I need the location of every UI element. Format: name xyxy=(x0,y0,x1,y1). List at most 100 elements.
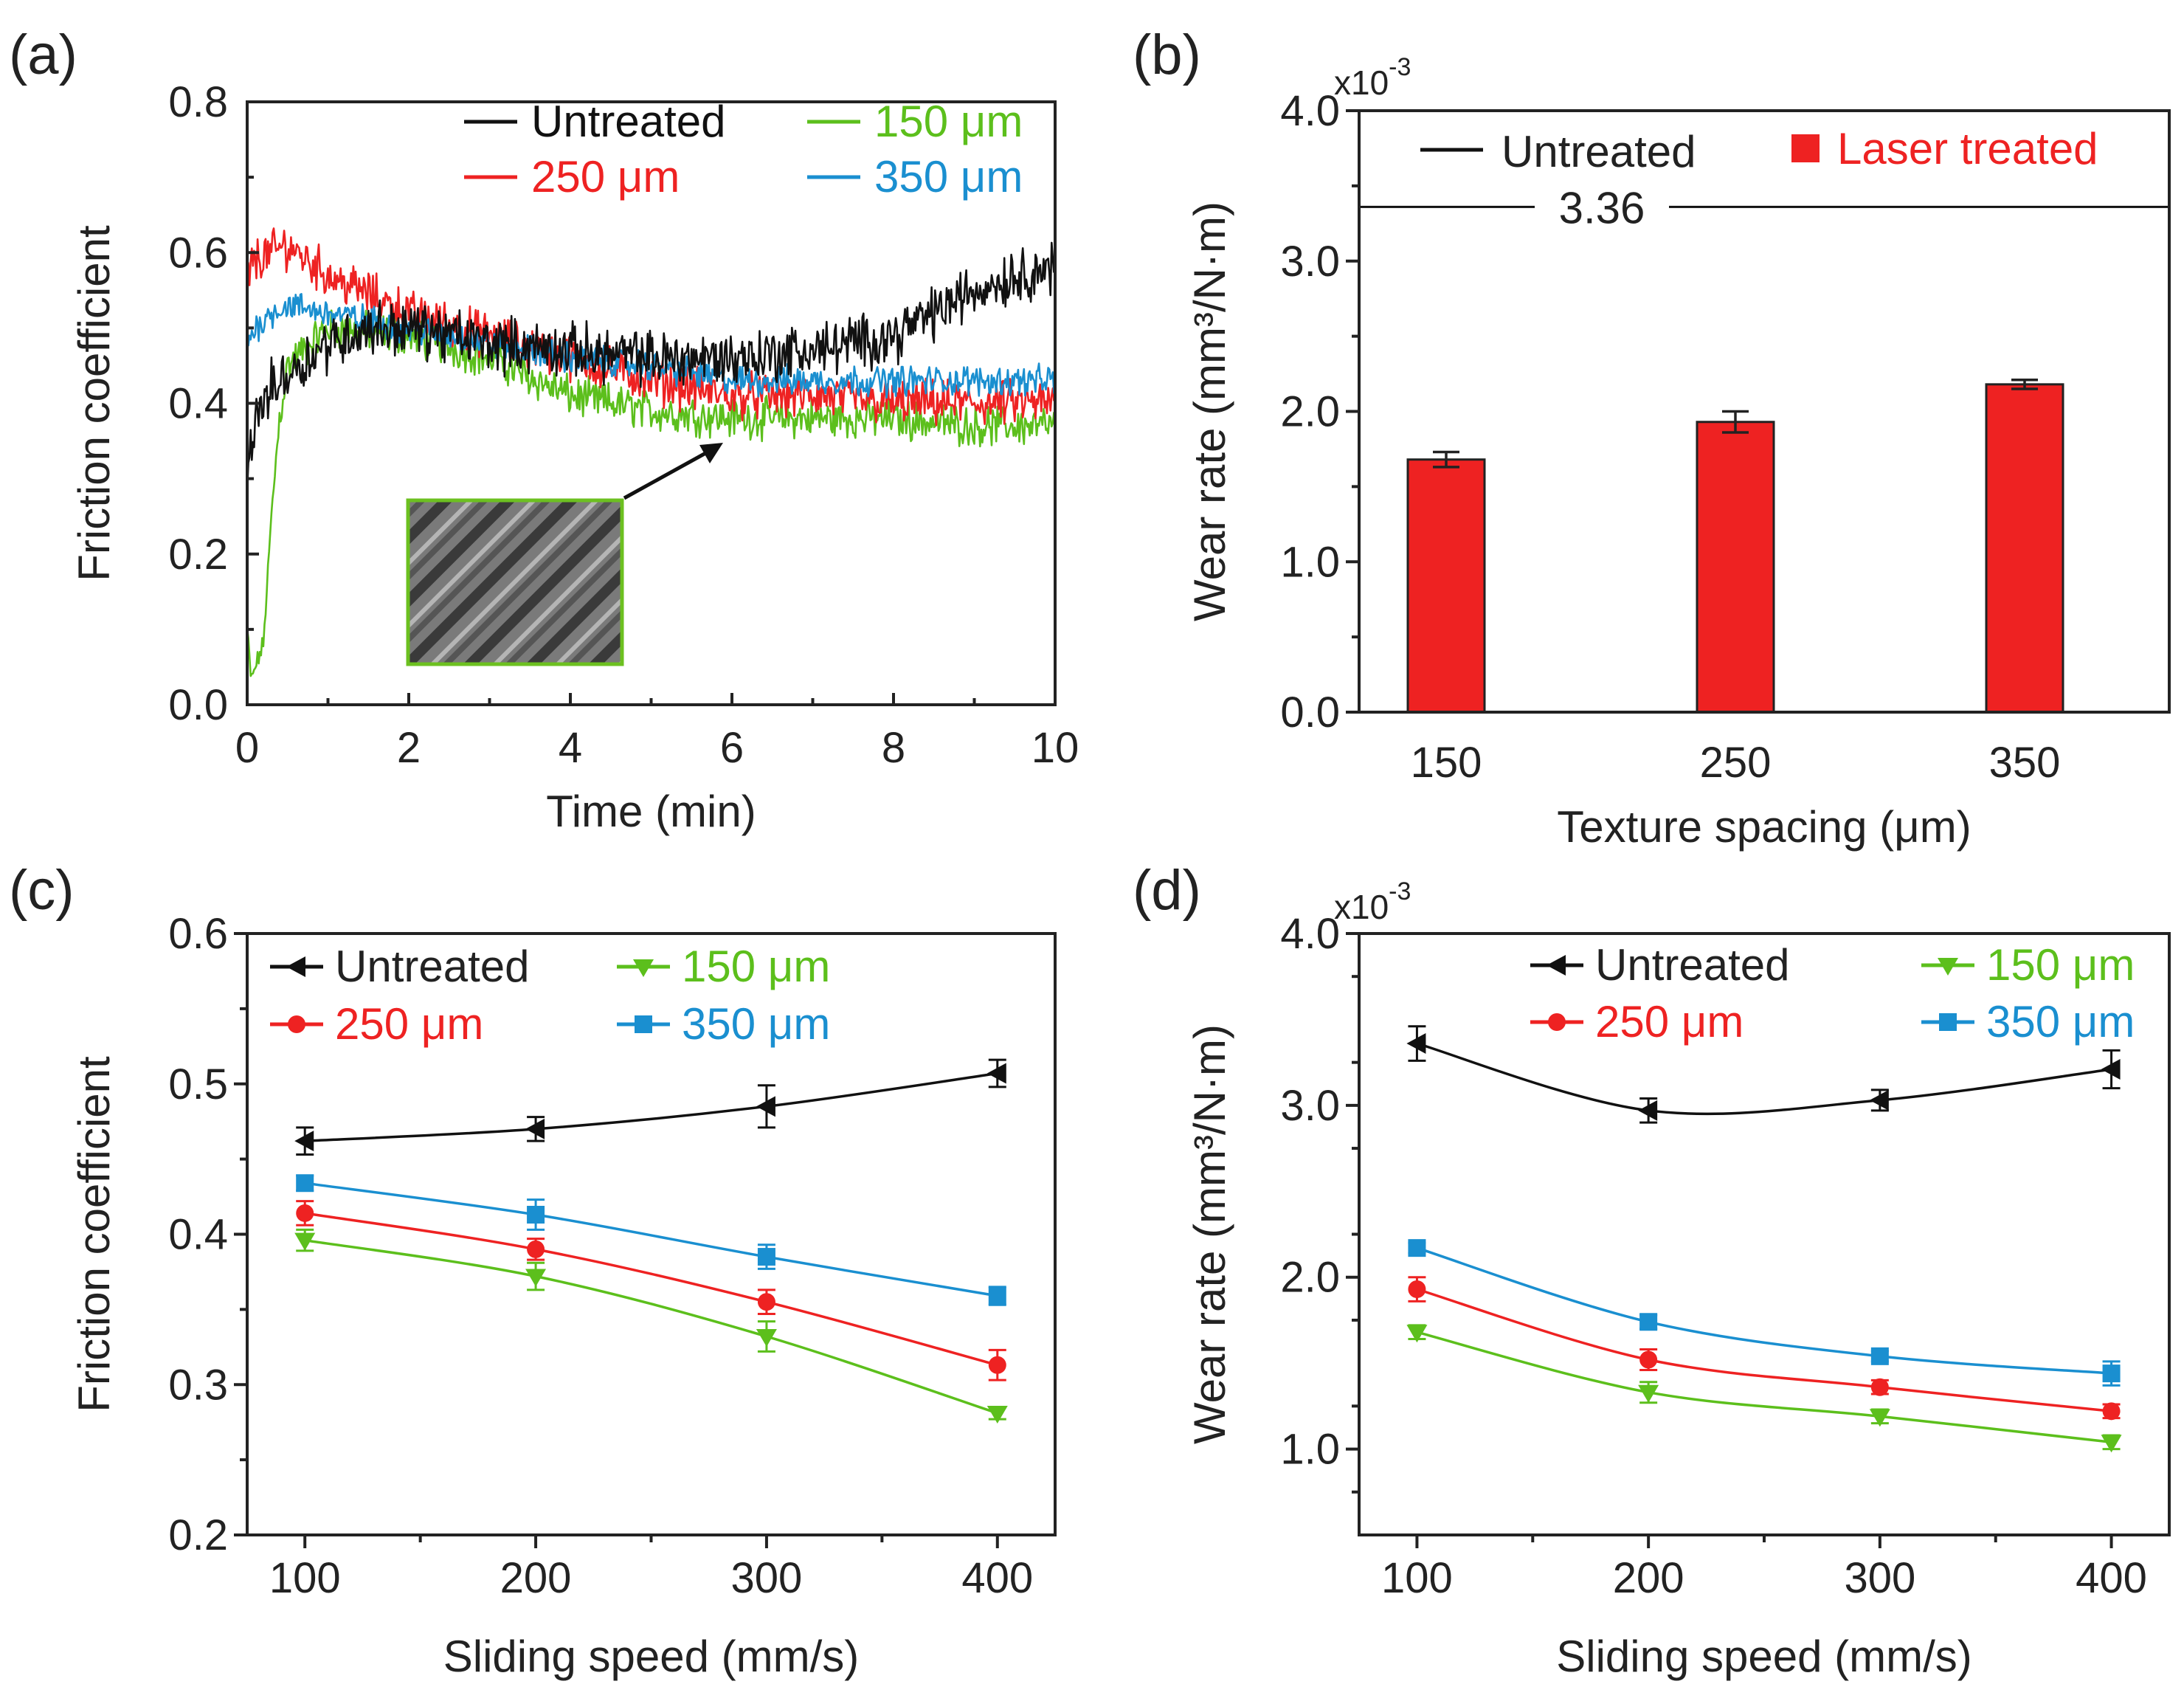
panel-b-ytick-label: 0.0 xyxy=(1280,689,1340,736)
legend-label: Untreated xyxy=(1502,127,1696,176)
data-point-350m-400 xyxy=(2102,1364,2121,1383)
legend-s350-marker xyxy=(1939,1013,1957,1031)
data-point-250m-100 xyxy=(296,1204,314,1222)
data-point-150m-400 xyxy=(2101,1435,2122,1453)
panel-b-ytick-label: 4.0 xyxy=(1280,87,1340,135)
data-point-Untreated-200 xyxy=(525,1118,545,1139)
legend-label: Untreated xyxy=(1595,940,1790,990)
panel-c-ytick-label: 0.2 xyxy=(168,1511,228,1559)
panel-b-ytick-label: 1.0 xyxy=(1280,538,1340,586)
legend-untreated-marker xyxy=(1547,955,1566,976)
data-point-350m-300 xyxy=(1870,1347,1889,1365)
data-point-350m-200 xyxy=(527,1206,545,1224)
legend-label: 350 μm xyxy=(682,999,830,1049)
panel-d-ytick-label: 4.0 xyxy=(1280,910,1340,958)
legend-label: 350 μm xyxy=(1986,997,2135,1046)
panel-a-xtick-label: 10 xyxy=(1031,724,1079,772)
data-point-150m-100 xyxy=(294,1232,316,1251)
panel-a-xtick-label: 2 xyxy=(397,724,421,772)
data-point-250m-300 xyxy=(1870,1378,1889,1396)
panel-b-multiplier: x10-3 xyxy=(1334,53,1411,102)
panel-b-ytick-label: 3.0 xyxy=(1280,238,1340,286)
panel-b-ylabel: Wear rate (mm³/N·m) xyxy=(1185,201,1234,621)
panel-d-legend: Untreated 150 μm 250 μm 350 μm xyxy=(1530,940,2135,1046)
panel-a-ytick-label: 0.0 xyxy=(168,681,228,729)
series-line-150m xyxy=(1416,1331,2112,1444)
panel-b-xtick-label: 250 xyxy=(1700,739,1772,787)
data-point-350m-100 xyxy=(1408,1239,1426,1257)
series-350m-trace xyxy=(246,293,1057,399)
series-line-250m xyxy=(304,1212,998,1367)
panel-a-xlabel: Time (min) xyxy=(546,787,756,836)
series-250m-trace xyxy=(246,227,1057,427)
panel-c-ytick-label: 0.5 xyxy=(168,1060,228,1108)
panel-c-xtick-label: 100 xyxy=(269,1554,341,1602)
panel-a-xtick-label: 4 xyxy=(559,724,582,772)
data-point-150m-300 xyxy=(756,1329,777,1348)
data-point-250m-200 xyxy=(1639,1350,1658,1369)
panel-b-label: (b) xyxy=(1133,24,1201,86)
inset-arrow-head xyxy=(699,443,723,463)
bar-250 xyxy=(1696,421,1775,714)
data-point-350m-100 xyxy=(296,1174,314,1193)
panel-a-ylabel: Friction coefficient xyxy=(69,225,119,582)
panel-d-multiplier-exp: -3 xyxy=(1389,877,1411,905)
panel-a-xtick-label: 0 xyxy=(235,724,259,772)
series-line-150m xyxy=(304,1238,998,1415)
data-point-250m-100 xyxy=(1408,1280,1426,1299)
panel-d-multiplier-base: x10 xyxy=(1334,888,1389,926)
series-line-Untreated xyxy=(1416,1042,2112,1116)
sem-inset-image xyxy=(406,498,624,666)
series-line-350m xyxy=(1416,1246,2112,1375)
panel-b-xtick-label: 350 xyxy=(1989,739,2061,787)
data-point-350m-400 xyxy=(988,1287,1006,1305)
legend-s250-marker xyxy=(288,1015,305,1033)
legend-s150-marker xyxy=(1938,958,1958,976)
panel-b: (b) x10-3 3.36 0.0 1.0 2.0 3.0 4.0 150 250 350 Text… xyxy=(1133,24,2171,852)
panel-d-xlabel: Sliding speed (mm/s) xyxy=(1556,1632,1972,1681)
legend-label: 250 μm xyxy=(1595,997,1744,1046)
legend-label: 250 μm xyxy=(335,999,483,1049)
series-Untreated-trace xyxy=(246,241,1057,491)
panel-c-xlabel: Sliding speed (mm/s) xyxy=(443,1632,860,1681)
panel-d-ytick-label: 1.0 xyxy=(1280,1426,1340,1474)
legend-s350-marker xyxy=(635,1015,652,1033)
data-point-150m-200 xyxy=(1638,1384,1659,1403)
panel-b-multiplier-exp: -3 xyxy=(1389,53,1411,81)
panel-a-ytick-label: 0.4 xyxy=(168,380,228,428)
panel-a-legend: Untreated 150 μm 250 μm 350 μm xyxy=(464,97,1023,201)
panel-a-label: (a) xyxy=(9,24,77,86)
legend-label: 150 μm xyxy=(1986,940,2135,990)
data-point-250m-400 xyxy=(988,1356,1006,1374)
legend-untreated-marker xyxy=(286,956,305,977)
panel-c: (c) 0.2 0.3 0.4 0.5 0.6 100 200 300 400 Sliding sp… xyxy=(9,859,1057,1681)
panel-c-xtick-label: 400 xyxy=(961,1554,1033,1602)
legend-label: 250 μm xyxy=(531,152,680,201)
panel-d-multiplier: x10-3 xyxy=(1334,877,1411,926)
series-line-350m xyxy=(304,1181,998,1297)
panel-a: (a) 0.0 0.2 0.4 0.6 0.8 0 2 4 6 8 10 Time (min) Frict… xyxy=(9,24,1079,836)
data-point-Untreated-400 xyxy=(2101,1058,2121,1080)
panel-a-ytick-label: 0.2 xyxy=(168,531,228,579)
panel-d-xtick-label: 200 xyxy=(1613,1554,1684,1602)
data-point-150m-400 xyxy=(986,1405,1008,1424)
inset-arrow xyxy=(623,449,710,500)
panel-d-label: (d) xyxy=(1133,859,1201,922)
legend-laser-swatch xyxy=(1791,134,1820,162)
data-point-150m-300 xyxy=(1869,1409,1890,1427)
panel-a-xtick-label: 6 xyxy=(720,724,744,772)
panel-c-ytick-label: 0.3 xyxy=(168,1361,228,1409)
panel-d: (d) x10-3 1.0 2.0 3.0 4.0 100 200 300 400 Sliding … xyxy=(1133,859,2171,1681)
panel-d-xtick-label: 300 xyxy=(1844,1554,1915,1602)
data-point-Untreated-400 xyxy=(986,1063,1006,1084)
panel-a-ytick-label: 0.8 xyxy=(168,78,228,126)
bar-150 xyxy=(1406,458,1486,714)
data-point-Untreated-100 xyxy=(1406,1033,1426,1055)
bar-350 xyxy=(1985,383,2064,714)
panel-c-xtick-label: 300 xyxy=(731,1554,803,1602)
panel-c-ytick-label: 0.6 xyxy=(168,910,228,958)
data-point-Untreated-100 xyxy=(294,1131,314,1152)
data-point-150m-200 xyxy=(525,1269,547,1287)
legend-label: Untreated xyxy=(335,942,530,991)
